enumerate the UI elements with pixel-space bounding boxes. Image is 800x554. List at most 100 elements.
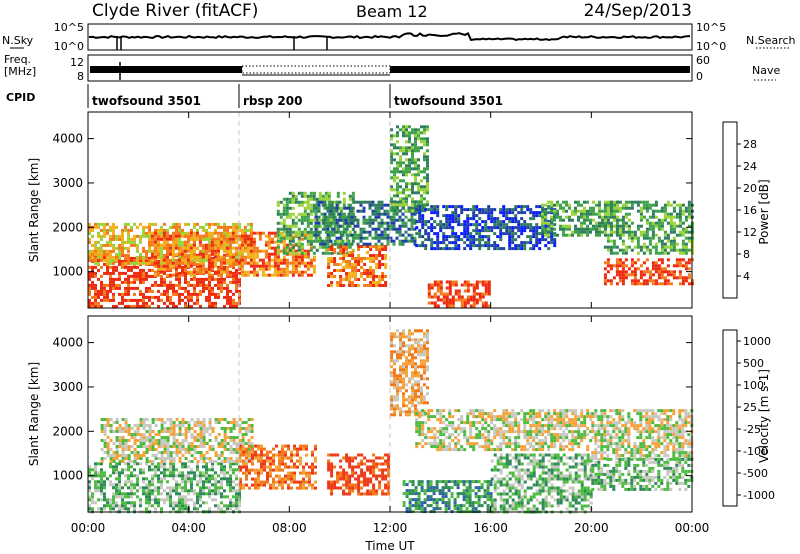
range-gate-cell (386, 215, 390, 219)
range-gate-cell (235, 280, 238, 284)
range-gate-cell (88, 228, 91, 232)
range-gate-cell (187, 421, 191, 424)
range-gate-cell (217, 442, 221, 445)
range-gate-cell (633, 200, 637, 204)
range-gate-cell (672, 209, 676, 213)
range-gate-cell (97, 295, 100, 299)
range-gate-cell (547, 241, 551, 245)
range-gate-cell (124, 504, 127, 508)
range-gate-cell (529, 238, 533, 242)
range-gate-cell (291, 236, 295, 240)
range-gate-cell (255, 255, 259, 259)
range-gate-cell (183, 240, 187, 244)
range-gate-cell (348, 278, 352, 281)
range-gate-cell (511, 235, 515, 239)
range-gate-cell (466, 223, 470, 227)
range-gate-cell (279, 236, 283, 240)
range-gate-cell (246, 270, 250, 274)
range-gate-cell (202, 228, 205, 232)
range-gate-cell (392, 227, 396, 231)
range-gate-cell (192, 237, 196, 241)
range-gate-cell (142, 445, 146, 448)
range-gate-cell (526, 226, 530, 230)
range-gate-cell (399, 128, 402, 132)
range-gate-cell (294, 215, 298, 219)
range-gate-cell (592, 212, 595, 216)
range-gate-cell (169, 454, 173, 457)
range-gate-cell (229, 301, 232, 305)
range-gate-cell (145, 252, 148, 256)
range-gate-cell (136, 301, 139, 305)
range-gate-cell (238, 427, 242, 430)
range-gate-cell (586, 230, 589, 234)
range-gate-cell (333, 263, 337, 266)
range-gate-cell (535, 205, 539, 209)
range-gate-cell (252, 249, 256, 253)
range-gate-cell (204, 267, 208, 271)
range-gate-cell (402, 173, 405, 177)
range-gate-cell (330, 272, 334, 275)
range-gate-cell (198, 240, 202, 244)
range-gate-cell (580, 221, 583, 225)
range-gate-cell (378, 263, 382, 266)
range-gate-cell (380, 224, 384, 228)
range-gate-cell (112, 258, 115, 262)
range-gate-cell (654, 233, 658, 237)
range-gate-cell (511, 217, 515, 221)
range-gate-cell (609, 233, 613, 237)
range-gate-cell (433, 292, 437, 296)
range-gate-cell (466, 298, 470, 302)
range-gate-cell (335, 209, 339, 213)
range-gate-cell (484, 211, 488, 215)
range-gate-cell (541, 227, 544, 231)
range-gate-cell (374, 212, 378, 216)
range-gate-cell (481, 280, 485, 284)
range-gate-cell (362, 200, 366, 204)
range-gate-cell (103, 492, 106, 496)
range-gate-cell (148, 448, 152, 451)
range-gate-cell (199, 471, 202, 475)
range-gate-cell (196, 460, 200, 463)
range-gate-cell (91, 258, 94, 262)
range-gate-cell (338, 215, 342, 219)
range-gate-cell (410, 233, 414, 237)
range-gate-cell (205, 501, 208, 505)
range-gate-cell (148, 427, 152, 430)
range-gate-cell (291, 258, 295, 262)
range-gate-cell (220, 246, 223, 250)
range-gate-cell (172, 442, 176, 445)
range-gate-cell (360, 275, 364, 278)
range-gate-cell (648, 203, 652, 207)
range-gate-cell (148, 460, 152, 463)
range-gate-cell (627, 273, 631, 277)
range-gate-cell (121, 237, 124, 241)
range-gate-cell (672, 230, 676, 234)
range-gate-cell (309, 273, 313, 277)
range-gate-cell (130, 504, 133, 508)
range-gate-cell (252, 240, 256, 244)
range-gate-cell (398, 242, 402, 246)
range-gate-cell (198, 267, 202, 271)
range-gate-cell (250, 228, 253, 232)
range-gate-cell (205, 298, 208, 302)
range-gate-cell (252, 261, 256, 265)
range-gate-cell (211, 468, 214, 472)
range-gate-cell (445, 205, 449, 209)
range-gate-cell (684, 206, 688, 210)
range-gate-cell (94, 483, 97, 487)
range-gate-cell (624, 273, 628, 277)
range-gate-cell (372, 278, 376, 281)
range-gate-cell (339, 242, 343, 246)
cpid-segment-label: twofsound 3501 (92, 94, 201, 108)
range-gate-cell (106, 451, 110, 454)
range-gate-cell (207, 273, 211, 277)
range-gate-cell (392, 212, 396, 216)
range-gate-cell (124, 292, 127, 296)
range-gate-cell (139, 240, 142, 244)
range-gate-cell (163, 439, 167, 442)
range-gate-cell (396, 203, 399, 207)
range-gate-cell (118, 442, 122, 445)
range-gate-cell (127, 280, 130, 284)
range-gate-cell (282, 221, 286, 225)
range-gate-cell (526, 241, 530, 245)
